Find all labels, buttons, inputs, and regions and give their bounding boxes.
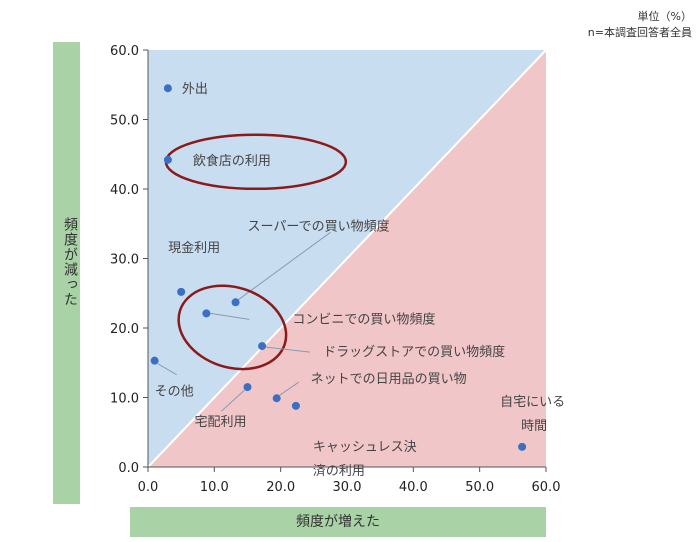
data-point — [231, 298, 240, 307]
data-label: その他 — [155, 385, 194, 400]
data-label: 済の利用 — [313, 463, 365, 479]
x-axis-label-box: 頻度が増えた — [130, 507, 546, 537]
x-tick-label: 60.0 — [532, 480, 561, 495]
data-label: 宅配利用 — [195, 415, 247, 430]
base-note: n=本調査回答者全員 — [587, 26, 692, 39]
y-tick-label: 10.0 — [110, 392, 139, 407]
data-point — [243, 383, 252, 392]
data-point — [163, 84, 172, 93]
unit-note: 単位（%） — [637, 10, 692, 23]
x-tick-label: 10.0 — [200, 480, 229, 495]
data-label: 外出 — [182, 82, 208, 97]
data-point — [518, 442, 527, 451]
leader-line — [221, 389, 245, 412]
data-label: ネットでの日用品の買い物 — [311, 372, 467, 387]
y-tick-label: 50.0 — [110, 114, 139, 129]
leader-line — [279, 381, 299, 396]
leader-line — [266, 346, 311, 353]
y-axis-label-box: 頻度が減った — [53, 42, 80, 504]
data-label: 時間 — [521, 419, 547, 434]
y-tick-label: 40.0 — [110, 183, 139, 198]
x-axis-label: 頻度が増えた — [296, 514, 380, 530]
diagonal-line — [147, 49, 547, 468]
y-axis-label: 頻度が減った — [62, 217, 78, 307]
data-label: ドラッグストアでの買い物頻度 — [323, 344, 505, 360]
y-tick-label: 20.0 — [110, 322, 139, 337]
data-point — [177, 287, 186, 296]
data-point — [163, 155, 172, 164]
x-tick-label: 20.0 — [266, 480, 295, 495]
x-tick-label: 30.0 — [333, 480, 362, 495]
data-label: 自宅にいる — [500, 395, 565, 410]
data-point — [202, 309, 211, 318]
y-tick-label: 60.0 — [110, 44, 139, 59]
leader-line — [210, 312, 250, 320]
data-label: キャッシュレス決 — [313, 440, 417, 455]
data-label: 現金利用 — [168, 240, 220, 256]
data-point — [291, 401, 300, 410]
highlight-ellipse — [177, 284, 288, 371]
data-point — [258, 342, 267, 351]
y-tick-label: 0.0 — [118, 461, 139, 476]
x-tick-label: 40.0 — [399, 480, 428, 495]
leader-line — [157, 363, 177, 376]
x-tick-label: 0.0 — [138, 480, 159, 495]
data-label: コンビニでの買い物頻度 — [292, 311, 435, 327]
data-point — [272, 394, 281, 403]
y-tick-label: 30.0 — [110, 253, 139, 268]
x-tick-label: 50.0 — [465, 480, 494, 495]
leader-line — [237, 231, 331, 301]
data-point — [150, 356, 159, 365]
data-label: スーパーでの買い物頻度 — [248, 218, 390, 234]
data-label: 飲食店の利用 — [193, 153, 271, 169]
